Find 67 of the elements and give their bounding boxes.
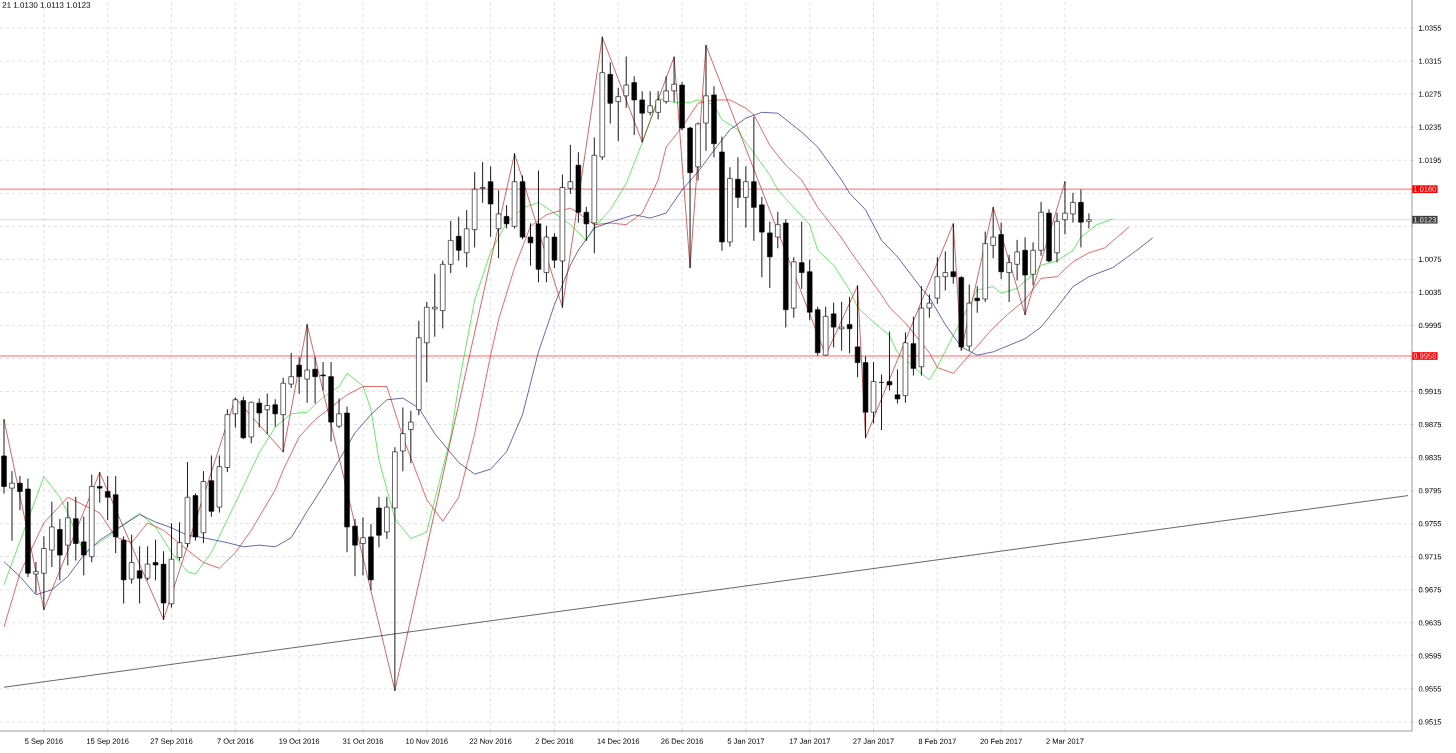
candlestick (671, 56, 677, 103)
candlestick (631, 76, 637, 136)
candlestick (934, 257, 941, 304)
candlestick (336, 398, 342, 429)
candlestick (463, 210, 470, 268)
candlestick (352, 519, 358, 577)
candlestick (1062, 181, 1068, 235)
candlestick (974, 286, 980, 313)
candlestick (81, 516, 87, 576)
candlestick (894, 369, 901, 404)
candlestick (1030, 242, 1036, 286)
candlestick (623, 56, 629, 108)
candlestick (1078, 189, 1084, 248)
candlestick (144, 546, 151, 581)
candlestick (304, 324, 310, 403)
chart-title: 21 1.0130 1.0113 1.0123 (2, 2, 91, 8)
candlestick (639, 91, 645, 143)
candlestick (1014, 239, 1020, 281)
candlestick (950, 223, 956, 284)
candlestick (456, 216, 462, 261)
candlestick (432, 273, 438, 337)
candlestick (495, 190, 502, 259)
candlestick (136, 546, 143, 604)
candlestick (567, 144, 574, 194)
candlestick (97, 472, 103, 503)
candlestick (775, 211, 781, 249)
candlestick (838, 301, 845, 351)
candlestick (615, 87, 621, 141)
candlestick (49, 501, 55, 568)
candlestick (854, 285, 861, 378)
candlestick (743, 166, 749, 228)
candlestick (1070, 192, 1076, 223)
candlestick (735, 157, 741, 208)
candlestick (942, 251, 949, 291)
candlestick (830, 302, 837, 348)
candlestick (288, 353, 294, 388)
candlestick (296, 357, 302, 394)
candlestick (448, 220, 454, 274)
candlestick (320, 362, 326, 391)
candlestick (360, 517, 366, 576)
candlestick (9, 471, 15, 541)
candlestick (408, 410, 414, 463)
candlestick (663, 76, 669, 104)
candlestick (479, 162, 486, 203)
candlestick (272, 399, 278, 427)
candlestick (990, 206, 996, 259)
candlestick (17, 476, 23, 511)
candlestick (799, 221, 805, 289)
candlestick (926, 294, 933, 318)
candlestick (886, 331, 893, 391)
candlestick (232, 397, 239, 428)
candlestick (264, 393, 270, 435)
candlestick (33, 562, 39, 594)
candlestick (767, 221, 773, 288)
candlestick (1086, 213, 1092, 229)
candlestick (312, 357, 318, 404)
candlestick (655, 91, 661, 120)
candlestick (551, 233, 558, 269)
candlestick (1006, 254, 1012, 302)
candlestick (400, 407, 406, 472)
candlestick (647, 91, 653, 116)
candlestick (846, 296, 853, 354)
candlestick (256, 398, 262, 428)
candlestick (105, 476, 111, 520)
candlestick (487, 166, 494, 237)
candlestick (128, 534, 135, 584)
candlestick (583, 206, 590, 241)
